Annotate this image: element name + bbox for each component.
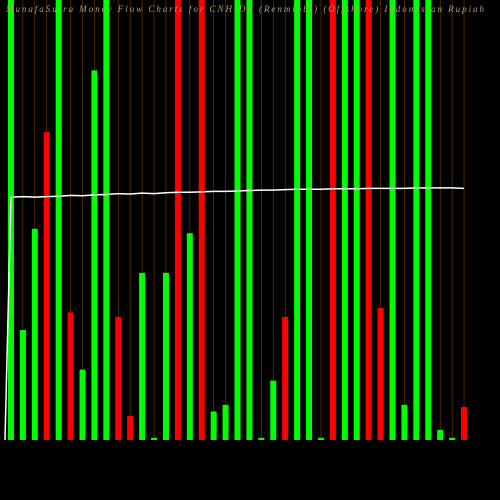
bar [306,0,313,440]
bar [317,437,324,440]
bar [234,0,241,440]
chart-title: MunafaSutra Money Flow Charts for CNHIDR… [5,4,485,14]
bar [413,0,420,440]
bar [270,380,277,440]
bar [43,132,50,440]
bar [222,404,229,440]
bar [437,429,444,440]
bar [91,70,98,441]
bar [139,272,146,440]
line-lead [4,197,12,441]
bar [294,0,301,440]
bar [449,437,456,440]
bar [461,407,468,440]
bar [127,415,134,440]
bar [67,312,74,440]
bar [31,228,38,440]
bar [103,0,110,440]
bar [55,0,62,440]
bar [258,437,265,440]
bar [389,0,396,440]
bar [186,233,193,440]
bar [162,272,169,440]
bar [365,0,372,440]
bar [174,0,181,440]
bar [115,316,122,440]
bar [151,437,158,440]
bar [198,0,205,440]
bar [79,369,86,440]
bar [341,0,348,440]
bar [353,0,360,440]
bar [282,316,289,440]
bar [377,308,384,440]
bar [425,0,432,440]
bar [19,330,26,440]
bar [401,404,408,440]
bar [210,411,217,440]
price-line [10,187,465,198]
bar [246,0,253,440]
bar [329,0,336,440]
